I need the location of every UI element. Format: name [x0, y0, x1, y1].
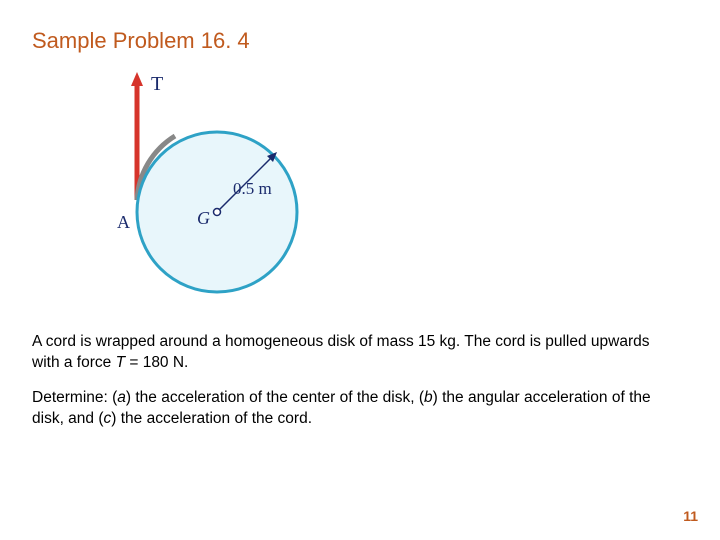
label-G: G [197, 208, 210, 228]
p2-var-b: b [424, 389, 433, 406]
physics-figure: T A G 0.5 m [87, 72, 347, 302]
paragraph-2: Determine: (a) the acceleration of the c… [32, 388, 672, 430]
force-arrowhead [131, 72, 143, 86]
p2-part-d: ) the acceleration of the cord. [111, 410, 312, 427]
label-A: A [117, 212, 130, 232]
p1-var-T: T [116, 354, 125, 371]
p2-var-a: a [117, 389, 126, 406]
p2-part-b: ) the acceleration of the center of the … [126, 389, 424, 406]
page-number: 11 [683, 508, 698, 524]
slide-title: Sample Problem 16. 4 [32, 28, 688, 54]
p2-part-a: Determine: ( [32, 389, 117, 406]
figure-svg: T A G 0.5 m [87, 72, 347, 302]
slide-container: Sample Problem 16. 4 T A G 0.5 m A cord … [0, 0, 720, 540]
problem-text: A cord is wrapped around a homogeneous d… [32, 332, 688, 430]
p1-part-b: = 180 N. [125, 354, 188, 371]
label-T: T [151, 73, 163, 95]
paragraph-1: A cord is wrapped around a homogeneous d… [32, 332, 672, 374]
label-radius: 0.5 m [233, 179, 272, 198]
